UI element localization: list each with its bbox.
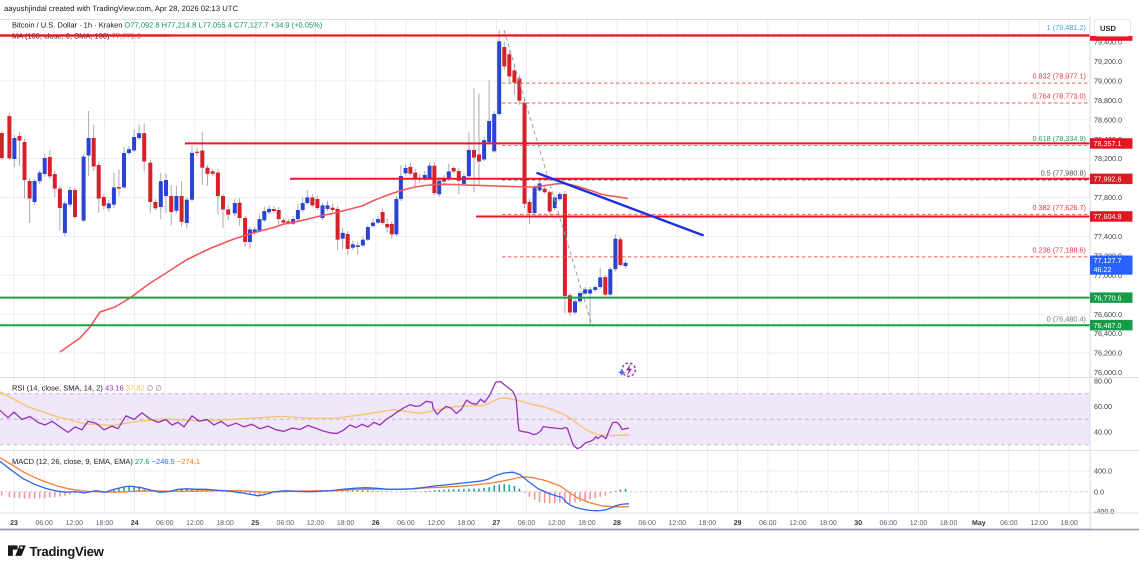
svg-text:78,200.0: 78,200.0 (1094, 154, 1122, 163)
svg-text:400.0: 400.0 (1094, 467, 1112, 476)
svg-text:0.832 (78,977.1): 0.832 (78,977.1) (1032, 72, 1086, 81)
svg-text:12:00: 12:00 (427, 520, 445, 527)
svg-text:06:00: 06:00 (35, 520, 53, 527)
svg-text:USD: USD (1100, 24, 1117, 33)
svg-text:06:00: 06:00 (759, 520, 777, 527)
svg-text:40.00: 40.00 (1094, 428, 1112, 437)
svg-text:TradingView: TradingView (30, 544, 105, 559)
svg-text:18:00: 18:00 (940, 520, 958, 527)
svg-text:79,000.0: 79,000.0 (1094, 77, 1122, 86)
svg-text:77,000.0: 77,000.0 (1094, 271, 1122, 280)
svg-text:May: May (972, 520, 986, 527)
svg-text:78,600.0: 78,600.0 (1094, 115, 1122, 124)
svg-text:12:00: 12:00 (66, 520, 84, 527)
svg-text:76,600.0: 76,600.0 (1094, 310, 1122, 319)
svg-text:1 (79,481.2): 1 (79,481.2) (1047, 23, 1086, 32)
svg-text:60.00: 60.00 (1094, 402, 1112, 411)
svg-text:46:22: 46:22 (1094, 265, 1112, 274)
svg-text:76,487.0: 76,487.0 (1094, 321, 1122, 330)
svg-text:12:00: 12:00 (307, 520, 325, 527)
svg-text:12:00: 12:00 (669, 520, 687, 527)
svg-text:76,000.0: 76,000.0 (1094, 368, 1122, 377)
svg-text:12:00: 12:00 (548, 520, 566, 527)
svg-text:23: 23 (10, 520, 18, 527)
svg-text:78,357.1: 78,357.1 (1094, 139, 1122, 148)
svg-text:MACD (12, 26, close, 9, EMA, E: MACD (12, 26, close, 9, EMA, EMA) 27.6 −… (12, 457, 200, 466)
svg-text:0.618 (78,334.9): 0.618 (78,334.9) (1032, 134, 1086, 143)
svg-text:12:00: 12:00 (910, 520, 928, 527)
svg-text:Bitcoin / U.S. Dollar · 1h · K: Bitcoin / U.S. Dollar · 1h · Kraken O77,… (12, 20, 323, 29)
svg-text:0.236 (77,188.6): 0.236 (77,188.6) (1032, 245, 1086, 254)
svg-text:06:00: 06:00 (518, 520, 536, 527)
svg-text:76,770.6: 76,770.6 (1094, 293, 1122, 302)
svg-text:0.5 (77,980.8): 0.5 (77,980.8) (1041, 169, 1086, 178)
svg-text:0 (76,480.4): 0 (76,480.4) (1047, 314, 1086, 323)
svg-text:26: 26 (372, 520, 380, 527)
svg-text:06:00: 06:00 (1000, 520, 1018, 527)
svg-text:0.764 (78,773.0): 0.764 (78,773.0) (1032, 92, 1086, 101)
svg-text:77,400.0: 77,400.0 (1094, 232, 1122, 241)
svg-text:27: 27 (493, 520, 501, 527)
svg-text:06:00: 06:00 (397, 520, 415, 527)
svg-text:18:00: 18:00 (699, 520, 717, 527)
svg-text:18:00: 18:00 (819, 520, 837, 527)
svg-text:18:00: 18:00 (457, 520, 475, 527)
svg-text:06:00: 06:00 (880, 520, 898, 527)
svg-text:24: 24 (131, 520, 139, 527)
svg-text:12:00: 12:00 (789, 520, 807, 527)
svg-text:12:00: 12:00 (186, 520, 204, 527)
svg-text:29: 29 (734, 520, 742, 527)
svg-text:76,400.0: 76,400.0 (1094, 329, 1122, 338)
svg-text:25: 25 (251, 520, 259, 527)
svg-text:-400.0: -400.0 (1094, 507, 1114, 516)
svg-text:18:00: 18:00 (96, 520, 114, 527)
svg-text:12:00: 12:00 (1030, 520, 1048, 527)
svg-text:80.00: 80.00 (1094, 377, 1112, 386)
svg-text:aayushjindal created with Trad: aayushjindal created with TradingView.co… (4, 4, 238, 13)
svg-text:77,800.0: 77,800.0 (1094, 193, 1122, 202)
svg-text:18:00: 18:00 (578, 520, 596, 527)
svg-text:06:00: 06:00 (156, 520, 174, 527)
svg-text:RSI (14, close, SMA, 14, 2) 43: RSI (14, close, SMA, 14, 2) 43.16 37.82 … (12, 384, 162, 393)
svg-text:79,200.0: 79,200.0 (1094, 57, 1122, 66)
svg-text:06:00: 06:00 (638, 520, 656, 527)
svg-text:79,400.0: 79,400.0 (1094, 38, 1122, 47)
svg-text:78,800.0: 78,800.0 (1094, 96, 1122, 105)
svg-text:06:00: 06:00 (277, 520, 295, 527)
svg-text:0.382 (77,626.7): 0.382 (77,626.7) (1032, 203, 1086, 212)
svg-text:0.0: 0.0 (1094, 487, 1104, 496)
svg-text:18:00: 18:00 (216, 520, 234, 527)
svg-text:77,604.8: 77,604.8 (1094, 212, 1122, 221)
svg-text:28: 28 (613, 520, 621, 527)
svg-text:76,200.0: 76,200.0 (1094, 349, 1122, 358)
svg-text:30: 30 (854, 520, 862, 527)
svg-text:18:00: 18:00 (337, 520, 355, 527)
svg-text:77,992.6: 77,992.6 (1094, 175, 1122, 184)
svg-text:77,127.7: 77,127.7 (1094, 256, 1122, 265)
svg-text:18:00: 18:00 (1060, 520, 1078, 527)
